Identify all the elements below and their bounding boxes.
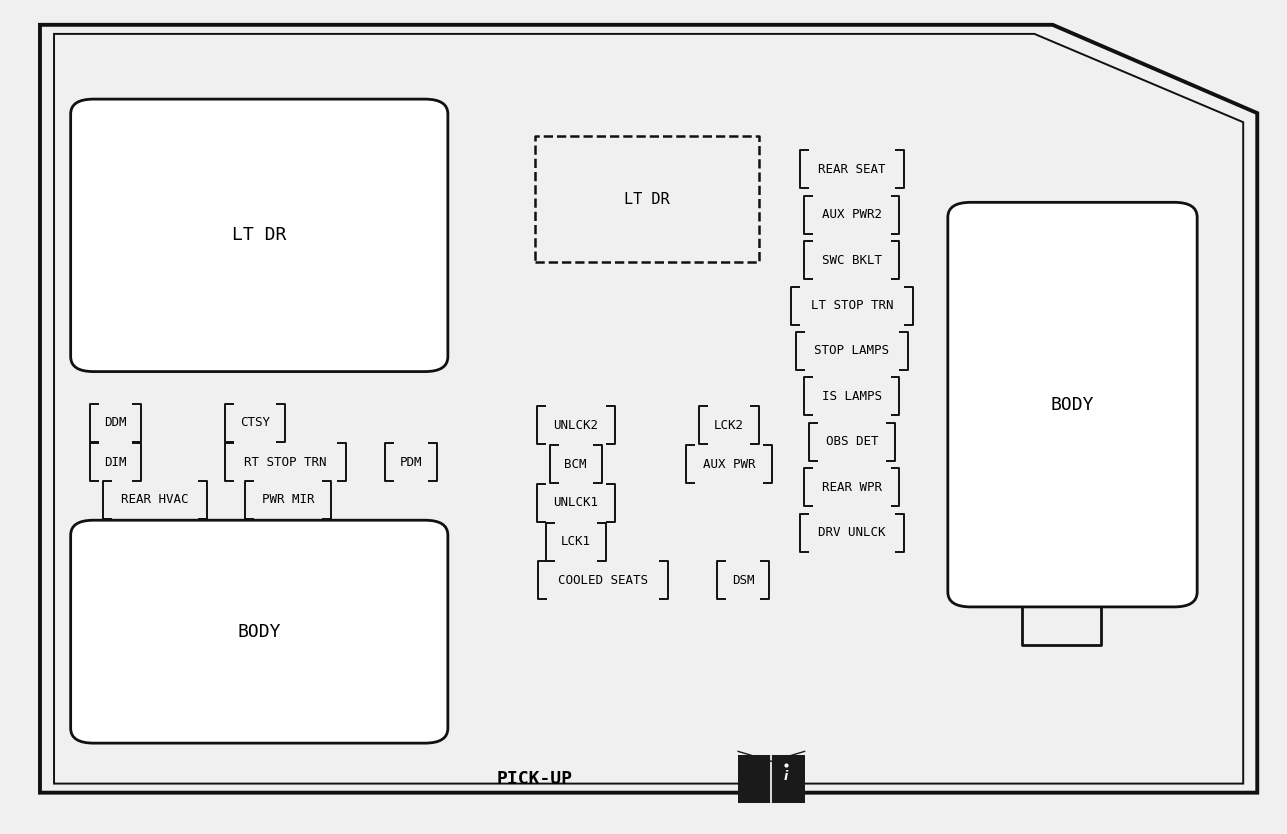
Text: DDM: DDM	[104, 416, 126, 430]
Text: REAR WPR: REAR WPR	[822, 480, 882, 494]
Text: SWC BKLT: SWC BKLT	[822, 254, 882, 267]
Text: PWR MIR: PWR MIR	[261, 493, 314, 506]
Text: DSM: DSM	[732, 574, 754, 587]
Text: DIM: DIM	[104, 456, 126, 469]
Text: BODY: BODY	[238, 623, 281, 641]
Text: UNLCK1: UNLCK1	[553, 496, 598, 510]
FancyBboxPatch shape	[947, 203, 1197, 607]
Text: STOP LAMPS: STOP LAMPS	[815, 344, 889, 358]
Text: REAR HVAC: REAR HVAC	[121, 493, 189, 506]
Text: BCM: BCM	[565, 458, 587, 470]
Bar	[739, 755, 804, 802]
Text: LT DR: LT DR	[624, 192, 669, 207]
Text: CTSY: CTSY	[239, 416, 270, 430]
Text: UNLCK2: UNLCK2	[553, 419, 598, 432]
Text: BODY: BODY	[1050, 395, 1094, 414]
Text: OBS DET: OBS DET	[826, 435, 878, 448]
Text: PICK-UP: PICK-UP	[497, 770, 573, 787]
FancyBboxPatch shape	[71, 520, 448, 743]
Text: LCK2: LCK2	[714, 419, 744, 432]
Text: i: i	[784, 771, 788, 783]
FancyBboxPatch shape	[71, 99, 448, 372]
Text: AUX PWR: AUX PWR	[703, 458, 755, 470]
Text: LT STOP TRN: LT STOP TRN	[811, 299, 893, 312]
Text: LT DR: LT DR	[232, 226, 287, 244]
Text: DRV UNLCK: DRV UNLCK	[819, 526, 885, 539]
Text: COOLED SEATS: COOLED SEATS	[557, 574, 647, 587]
Text: AUX PWR2: AUX PWR2	[822, 208, 882, 221]
Text: RT STOP TRN: RT STOP TRN	[245, 456, 327, 469]
Text: IS LAMPS: IS LAMPS	[822, 389, 882, 403]
Text: LCK1: LCK1	[561, 535, 591, 548]
Text: REAR SEAT: REAR SEAT	[819, 163, 885, 176]
Text: PDM: PDM	[399, 456, 422, 469]
